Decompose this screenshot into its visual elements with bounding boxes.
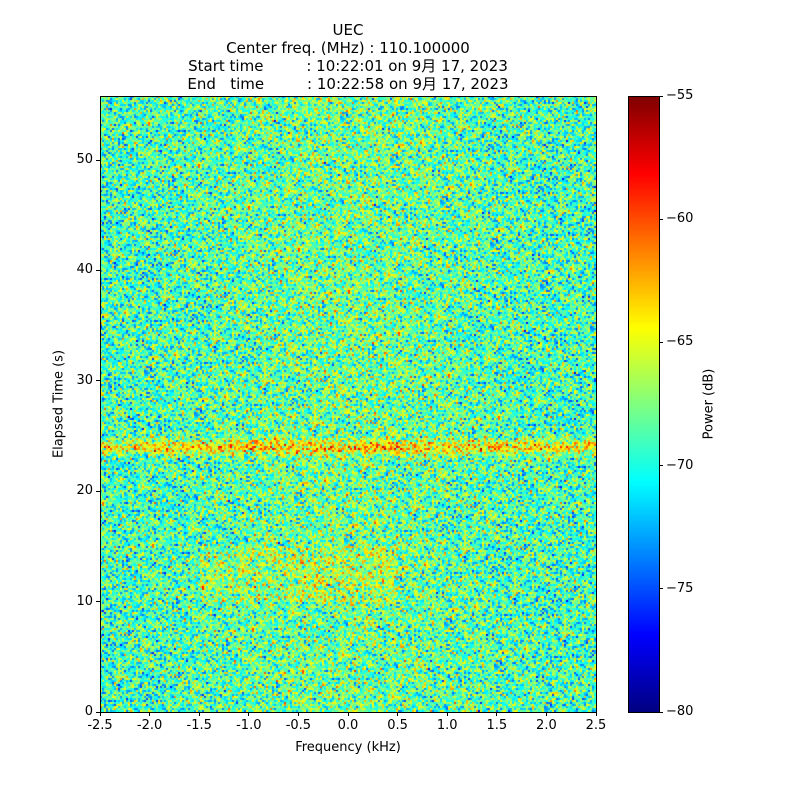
colorbar-tick-label: −60 <box>666 211 694 227</box>
y-tick-mark <box>96 711 100 713</box>
colorbar-label: Power (dB) <box>701 368 717 440</box>
x-tick-mark <box>297 712 299 716</box>
colorbar-tick-mark <box>659 341 663 343</box>
colorbar-tick-mark <box>659 465 663 467</box>
colorbar-tick-label: −70 <box>666 457 694 473</box>
y-axis-label: Elapsed Time (s) <box>51 349 67 459</box>
y-tick-mark <box>96 380 100 382</box>
x-tick-mark <box>446 712 448 716</box>
chart-title-line-2: Center freq. (MHz) : 110.100000 <box>226 39 470 57</box>
x-tick-mark <box>99 712 101 716</box>
y-tick-label: 40 <box>76 262 93 278</box>
y-tick-label: 0 <box>84 704 93 719</box>
y-tick-mark <box>96 601 100 603</box>
y-tick-label: 50 <box>76 152 93 168</box>
colorbar-tick-mark <box>659 95 663 97</box>
x-tick-label: -0.5 <box>285 718 312 733</box>
x-tick-label: -1.5 <box>186 718 212 733</box>
x-tick-label: -1.0 <box>236 718 262 733</box>
colorbar-tick-label: −80 <box>666 704 694 719</box>
y-tick-mark <box>96 269 100 271</box>
colorbar-tick-mark <box>659 711 663 713</box>
x-tick-label: 0.0 <box>337 718 359 733</box>
x-tick-label: 2.5 <box>585 718 607 733</box>
colorbar-tick-mark <box>659 218 663 220</box>
chart-title-line-1: UEC <box>332 21 364 39</box>
y-tick-label: 20 <box>76 483 93 499</box>
x-tick-mark <box>149 712 151 716</box>
x-tick-mark <box>198 712 200 716</box>
colorbar <box>628 96 659 712</box>
x-tick-mark <box>545 712 547 716</box>
chart-title-line-4: End time : 10:22:58 on 9月 17, 2023 <box>187 75 509 93</box>
x-tick-label: 0.5 <box>387 718 408 733</box>
colorbar-tick-mark <box>659 588 663 590</box>
colorbar-tick-label: −55 <box>666 88 694 103</box>
y-tick-mark <box>96 159 100 161</box>
x-tick-label: -2.0 <box>136 718 163 733</box>
x-tick-mark <box>248 712 250 716</box>
x-tick-label: 2.0 <box>536 718 557 733</box>
spectrogram-heatmap <box>100 96 596 712</box>
colorbar-tick-label: −65 <box>666 334 694 350</box>
x-axis-label: Frequency (kHz) <box>295 740 401 755</box>
y-tick-label: 30 <box>76 372 93 388</box>
y-tick-mark <box>96 490 100 492</box>
x-tick-mark <box>496 712 498 716</box>
x-tick-label: 1.0 <box>436 718 458 733</box>
colorbar-tick-label: −75 <box>666 580 694 596</box>
x-tick-label: 1.5 <box>486 718 508 733</box>
x-tick-mark <box>595 712 597 716</box>
x-tick-mark <box>397 712 399 716</box>
x-tick-mark <box>347 712 349 716</box>
x-tick-label: -2.5 <box>87 718 113 733</box>
chart-title-line-3: Start time : 10:22:01 on 9月 17, 2023 <box>188 57 508 75</box>
y-tick-label: 10 <box>76 593 93 609</box>
